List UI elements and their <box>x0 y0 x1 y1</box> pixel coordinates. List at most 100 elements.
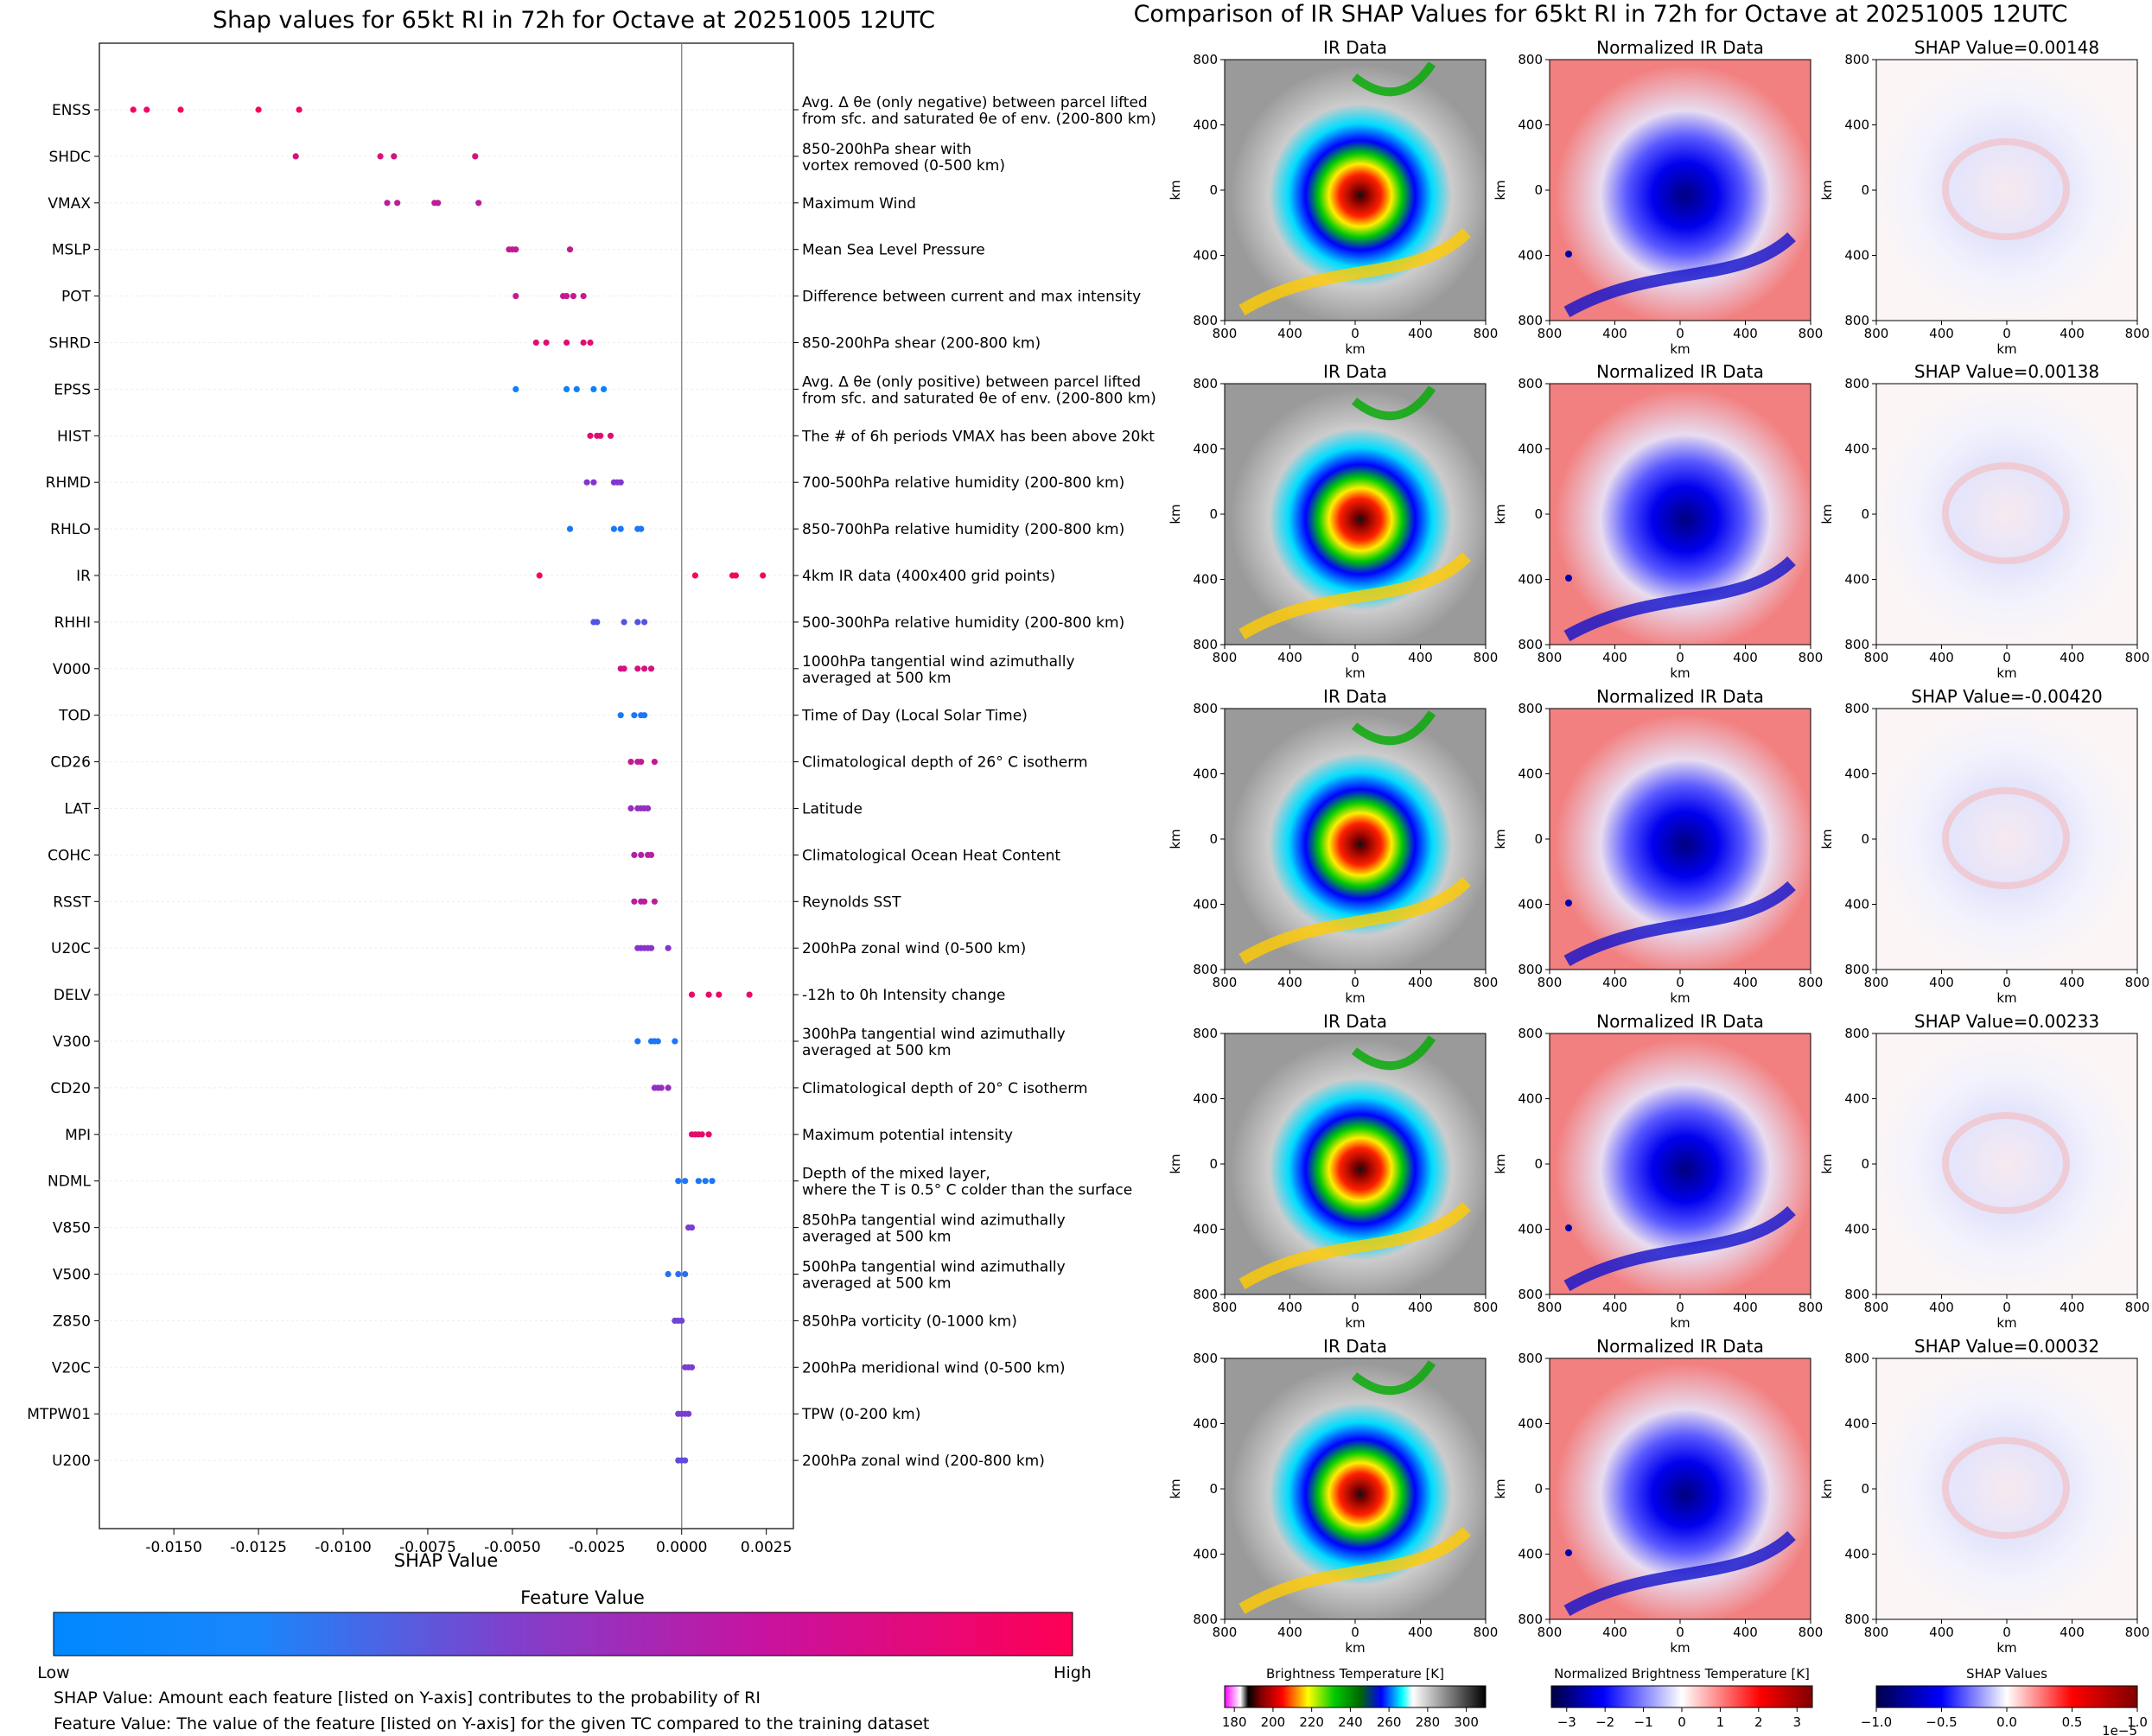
panel-y-label: km <box>1819 504 1835 524</box>
shap-point <box>682 1270 689 1278</box>
panel-y-tick-label: 800 <box>1844 1026 1869 1041</box>
shap-point <box>590 385 597 392</box>
shap-point <box>607 432 614 439</box>
colorbar-low-label: Low <box>37 1663 69 1682</box>
shap-point <box>658 1084 665 1091</box>
outer-band-shape <box>1351 1035 1436 1071</box>
colorbar-tick-label: −2 <box>1595 1714 1614 1730</box>
shap-point <box>647 851 655 859</box>
panel-x-tick-label: 800 <box>1864 1300 1889 1315</box>
panel-y-tick-label: 0 <box>1209 506 1218 522</box>
panel-x-label: km <box>1996 341 2016 357</box>
panel-x-tick-label: 0 <box>1351 650 1359 665</box>
shap-point <box>292 153 299 160</box>
panel-x-tick-label: 800 <box>1474 326 1499 341</box>
panel-x-tick-label: 400 <box>1733 1625 1758 1640</box>
feature-description: where the T is 0.5° C colder than the su… <box>802 1182 1132 1199</box>
panel-y-tick-label: 400 <box>1844 248 1869 264</box>
panel-y-tick-label: 400 <box>1193 118 1218 133</box>
feature-label: RHLO <box>50 521 91 538</box>
feature-description: 4km IR data (400x400 grid points) <box>802 568 1055 585</box>
panel-x-tick-label: 400 <box>1408 1625 1433 1640</box>
feature-label: V300 <box>53 1033 91 1051</box>
shap-point <box>705 1131 712 1138</box>
panel-x-label: km <box>1996 1640 2016 1656</box>
feature-description: Maximum Wind <box>802 195 916 213</box>
normalized-ir-panel: Normalized IR Data8008004004000040040080… <box>1493 1336 1823 1656</box>
colorbar-title: Feature Value <box>520 1587 645 1608</box>
x-tick-label: -0.0075 <box>399 1539 456 1556</box>
shap-point <box>631 898 638 905</box>
cold-spot <box>1565 1549 1572 1556</box>
panel-x-tick-label: 400 <box>1602 1625 1627 1640</box>
panel-x-tick-label: 800 <box>1213 975 1238 990</box>
panel-title: IR Data <box>1323 1336 1387 1357</box>
colorbar-tick-label: −1.0 <box>1861 1714 1892 1730</box>
panel-y-label: km <box>1819 829 1835 849</box>
panel-x-tick-label: 400 <box>1929 1625 1954 1640</box>
feature-description: averaged at 500 km <box>802 670 952 687</box>
panel-y-tick-label: 800 <box>1518 701 1543 716</box>
shap-point <box>645 804 652 812</box>
shap-point <box>760 572 767 579</box>
shap-point <box>638 759 645 766</box>
feature-description: 700-500hPa relative humidity (200-800 km… <box>802 474 1124 492</box>
panel-x-tick-label: 800 <box>2125 1625 2150 1640</box>
panel-y-tick-label: 0 <box>1534 1156 1543 1172</box>
panel-title: Normalized IR Data <box>1596 1336 1764 1357</box>
shap-point <box>651 898 659 905</box>
panel-y-tick-label: 400 <box>1844 118 1869 133</box>
colorbar-tick-label: 3 <box>1792 1714 1801 1730</box>
shap-point <box>513 293 519 300</box>
panel-x-tick-label: 0 <box>2002 1625 2011 1640</box>
feature-description: -12h to 0h Intensity change <box>802 987 1005 1004</box>
colorbar-tick-label: 260 <box>1377 1714 1402 1730</box>
panel-x-tick-label: 800 <box>1474 1625 1499 1640</box>
panel-x-tick-label: 400 <box>1408 975 1433 990</box>
feature-label: U20C <box>51 940 91 957</box>
panel-y-tick-label: 800 <box>1518 637 1543 652</box>
rainband-shape <box>1563 881 1796 967</box>
panel-x-tick-label: 800 <box>1538 975 1563 990</box>
feature-description: 850-200hPa shear (200-800 km) <box>802 335 1041 353</box>
shap-point <box>590 479 597 486</box>
feature-label: RSST <box>53 893 91 911</box>
feature-description: 200hPa meridional wind (0-500 km) <box>802 1359 1066 1377</box>
shap-map-panel: SHAP Value=0.002338008004004000040040080… <box>1819 1011 2149 1331</box>
panel-y-tick-label: 800 <box>1844 637 1869 652</box>
panel-x-tick-label: 400 <box>1602 326 1627 341</box>
feature-description: Mean Sea Level Pressure <box>802 242 985 259</box>
panel-y-tick-label: 800 <box>1844 52 1869 67</box>
shap-point <box>563 339 570 347</box>
cold-spot <box>1565 575 1572 582</box>
feature-label: CD20 <box>50 1080 91 1097</box>
shap-point <box>647 665 655 672</box>
colorbar-title: SHAP Values <box>1966 1666 2047 1682</box>
shap-point <box>705 991 712 998</box>
feature-description: Avg. Δ θe (only positive) between parcel… <box>802 373 1141 391</box>
shap-point <box>678 1317 685 1324</box>
panel-x-tick-label: 800 <box>1864 1625 1889 1640</box>
panel-x-tick-label: 0 <box>1351 1625 1359 1640</box>
panel-y-tick-label: 400 <box>1518 1091 1543 1107</box>
shap-point <box>391 153 398 160</box>
feature-label: LAT <box>64 801 91 818</box>
cold-spot <box>1565 251 1572 258</box>
feature-description: The # of 6h periods VMAX has been above … <box>801 428 1155 445</box>
shap-point <box>634 665 641 672</box>
panel-y-tick-label: 0 <box>1861 182 1869 198</box>
panel-title: SHAP Value=-0.00420 <box>1911 686 2102 707</box>
panel-y-tick-label: 800 <box>1193 701 1218 716</box>
panel-y-tick-label: 800 <box>1518 1287 1543 1302</box>
shap-point <box>594 619 601 626</box>
feature-description: Climatological depth of 20° C isotherm <box>802 1080 1088 1097</box>
outer-band-shape <box>1351 61 1436 97</box>
panel-x-tick-label: 800 <box>1213 326 1238 341</box>
feature-description: 850hPa tangential wind azimuthally <box>802 1212 1066 1230</box>
feature-description: Avg. Δ θe (only negative) between parcel… <box>802 94 1148 111</box>
panel-y-tick-label: 0 <box>1534 831 1543 847</box>
feature-label: MSLP <box>52 242 91 259</box>
shap-point <box>651 759 659 766</box>
